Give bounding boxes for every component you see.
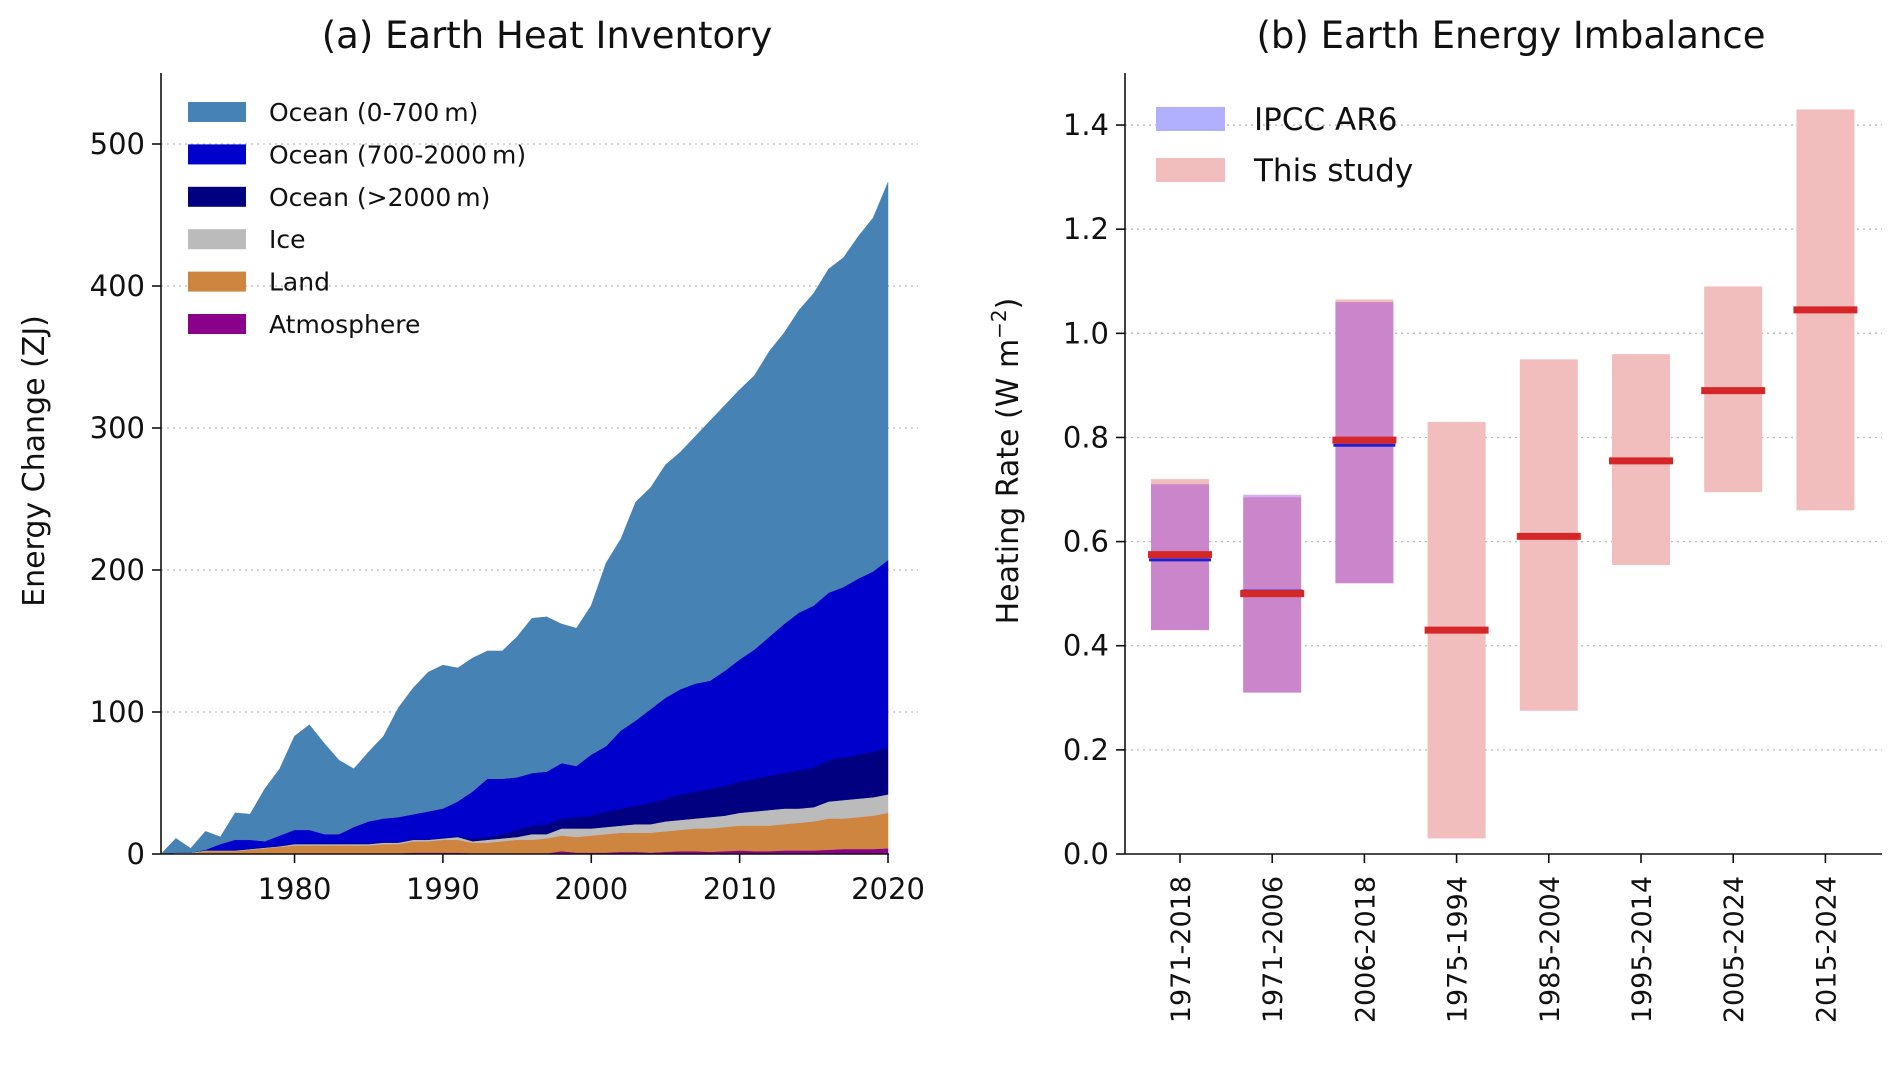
y-tick-label: 500	[90, 127, 145, 161]
legend-swatch	[188, 271, 246, 292]
earth-energy-imbalance-chart: (b) Earth Energy Imbalance Heating Rate …	[987, 14, 1882, 1023]
x-tick-label: 1975-1994	[1443, 876, 1474, 1023]
y-tick-label: 300	[90, 411, 145, 445]
x-tick-label: 2006-2018	[1350, 876, 1381, 1023]
y-tick-label: 0.4	[1063, 629, 1109, 663]
legend-label: Ocean (0-700 m)	[269, 98, 478, 127]
area-ocean-0-700-m-	[160, 182, 889, 855]
y-tick-label: 0.0	[1063, 837, 1109, 871]
legend-label: Ice	[269, 225, 306, 254]
y-tick-label: 1.4	[1063, 108, 1109, 142]
legend-swatch	[188, 144, 246, 165]
y-tick-label: 0.2	[1063, 733, 1109, 767]
x-tick-label: 2020	[851, 872, 925, 906]
legend-label: Ocean (700-2000 m)	[269, 140, 526, 169]
x-tick-label: 1990	[406, 872, 480, 906]
legend-swatch	[188, 186, 246, 207]
y-tick-label: 200	[90, 553, 145, 587]
x-tick-label: 1971-2006	[1258, 876, 1289, 1023]
chart-b-ylabel-end: )	[991, 298, 1026, 310]
chart-a-ylabel: Energy Change (ZJ)	[17, 315, 52, 607]
legend-label: Ocean (>2000 m)	[269, 183, 490, 212]
legend-swatch	[188, 102, 246, 122]
x-tick-label: 2000	[554, 872, 628, 906]
y-tick-label: 1.2	[1063, 212, 1109, 246]
y-tick-label: 400	[90, 269, 145, 303]
x-tick-label: 2005-2024	[1719, 876, 1750, 1023]
chart-b-ylabel: Heating Rate (W m−2)	[987, 298, 1026, 625]
legend-label: Atmosphere	[269, 310, 420, 339]
earth-heat-inventory-chart: (a) Earth Heat Inventory Energy Change (…	[17, 14, 925, 906]
x-tick-label: 1985-2004	[1535, 876, 1566, 1023]
chart-b-ylabel-sup: −2	[987, 309, 1011, 338]
chart-b-ylabel-main: Heating Rate (W m	[991, 339, 1026, 625]
y-tick-label: 1.0	[1063, 316, 1109, 350]
chart-a-title: (a) Earth Heat Inventory	[322, 14, 773, 57]
legend-label: IPCC AR6	[1254, 102, 1397, 138]
chart-b-title: (b) Earth Energy Imbalance	[1256, 14, 1765, 57]
legend-swatch	[1156, 158, 1225, 182]
y-tick-label: 100	[90, 695, 145, 729]
legend-swatch	[1156, 107, 1225, 131]
x-tick-label: 1971-2018	[1166, 876, 1197, 1023]
legend-swatch	[188, 314, 246, 334]
x-tick-label: 2010	[703, 872, 777, 906]
legend-swatch	[188, 229, 246, 250]
y-tick-label: 0.8	[1063, 420, 1109, 454]
y-tick-label: 0.6	[1063, 525, 1109, 559]
x-tick-label: 2015-2024	[1811, 876, 1842, 1023]
x-tick-label: 1995-2014	[1627, 876, 1658, 1023]
x-tick-label: 1980	[258, 872, 332, 906]
y-tick-label: 0	[127, 837, 145, 871]
legend-label: This study	[1253, 153, 1413, 189]
legend-label: Land	[269, 268, 330, 297]
